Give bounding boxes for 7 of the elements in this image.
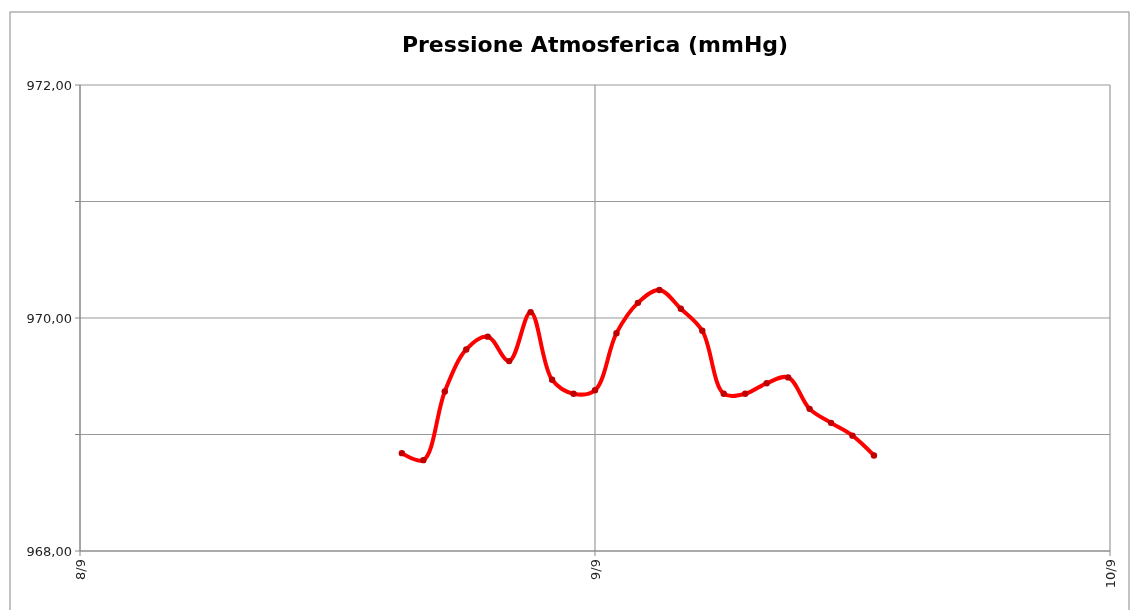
x-tick-label: 10/9 [1102,559,1118,589]
x-tick-label: 9/9 [587,559,603,580]
x-tick-label: 8/9 [72,559,88,580]
y-tick-label: 968,00 [26,543,72,559]
chart-title: Pressione Atmosferica (mmHg) [401,32,789,57]
y-tick-label: 970,00 [26,310,72,326]
y-tick-label: 972,00 [26,77,72,93]
